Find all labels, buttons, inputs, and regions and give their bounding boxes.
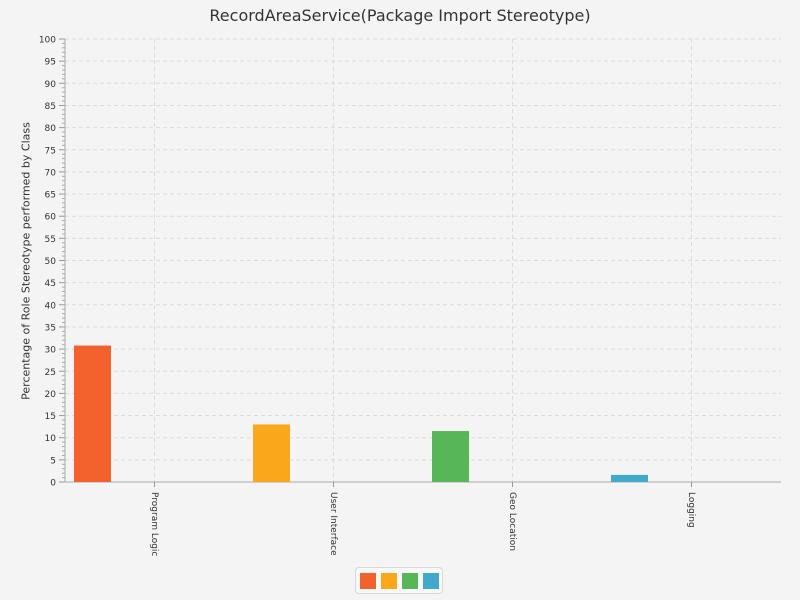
y-tick-label: 40: [45, 301, 57, 311]
bar: [253, 424, 290, 482]
y-tick-label: 35: [45, 323, 56, 333]
grid-lines: [65, 38, 781, 482]
x-tick-label: Program Logic: [149, 492, 159, 556]
y-tick-label: 20: [45, 390, 57, 400]
bar: [74, 345, 111, 482]
chart-title: RecordAreaService(Package Import Stereot…: [209, 6, 591, 25]
legend: [355, 567, 443, 594]
x-tick-label: User Interface: [328, 492, 338, 556]
x-tick-label: Logging: [686, 492, 696, 528]
y-tick-label: 0: [50, 479, 56, 489]
y-tick-label: 75: [45, 146, 56, 156]
y-tick-label: 55: [45, 235, 56, 245]
y-tick-label: 30: [45, 346, 57, 356]
legend-swatch: [380, 572, 397, 589]
y-tick-label: 5: [50, 456, 56, 466]
bars: [74, 345, 648, 482]
bar: [611, 474, 648, 482]
y-tick-label: 80: [45, 124, 57, 134]
y-tick-label: 10: [45, 434, 57, 444]
bar: [432, 431, 469, 482]
y-tick-label: 60: [45, 213, 57, 223]
tick-labels: 0 5 10 15 20 25 30 35 40 45 50 55 60 65 70 75 80 85 90 95 10…: [39, 36, 696, 557]
x-tick-label: Geo Location: [507, 492, 517, 551]
legend-swatch: [401, 572, 418, 589]
y-tick-label: 45: [45, 279, 56, 289]
legend-swatch: [359, 572, 376, 589]
y-tick-label: 100: [39, 36, 56, 46]
y-tick-label: 15: [45, 412, 56, 422]
y-tick-label: 85: [45, 102, 56, 112]
axes: [59, 38, 781, 487]
y-tick-label: 25: [45, 368, 56, 378]
y-tick-label: 65: [45, 191, 56, 201]
y-tick-label: 70: [45, 168, 57, 178]
y-tick-label: 95: [45, 58, 56, 68]
y-tick-label: 50: [45, 257, 57, 267]
legend-swatch: [422, 572, 439, 589]
y-tick-label: 90: [45, 80, 57, 90]
